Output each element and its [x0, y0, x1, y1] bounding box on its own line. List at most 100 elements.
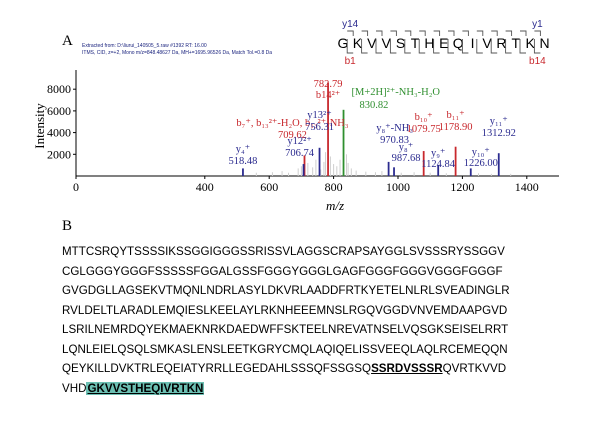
- y-cleavage-mark-5: [419, 30, 426, 36]
- sequence-line-8: VHDGKVVSTHEQIVRTKN: [62, 381, 205, 395]
- y-tick-label-1: 4000: [47, 126, 71, 140]
- peak-mz-label-3: 756.31: [305, 122, 334, 133]
- b-cleavage-mark-1: [361, 39, 368, 54]
- residue-2: V: [367, 35, 377, 51]
- x-tick-label-2: 600: [260, 180, 278, 194]
- peak-ion-label-8: b₁₀⁺: [415, 112, 434, 123]
- b-cleavage-mark-3: [389, 39, 397, 54]
- panel-a-label: A: [62, 33, 73, 49]
- annotated-peaks: [242, 82, 500, 176]
- b-cleavage-mark-2: [375, 39, 382, 54]
- y-cleavage-mark-10: [491, 30, 498, 36]
- panel-b-label: B: [62, 218, 73, 234]
- peak-ion-label-2: b₇⁺, b₁₃²⁺-H₂O, b₁₃²⁺-NH₃: [236, 118, 348, 129]
- peak-ion-label-10: b₁₁⁺: [447, 110, 466, 121]
- peak-labels: b14²⁺782.79 [M+2H]²⁺-NH₃-H₂O 830.82 b₇⁺, b₁…: [229, 79, 516, 170]
- b-start-label: b1: [345, 56, 357, 67]
- b-cleavage-mark-8: [461, 39, 469, 54]
- x-axis-label: m/z: [326, 198, 344, 213]
- b-cleavage-mark-0: [346, 39, 354, 54]
- y-cleavage-mark-4: [404, 30, 412, 36]
- peak-ion-label-3: y13²⁺: [307, 110, 332, 121]
- peak-mz-label-4: 706.74: [285, 148, 315, 159]
- y-cleavage-mark-11: [505, 30, 513, 36]
- sequence-line-1: MTTCSRQYTSSSSIKSSGGIGGGSSRISSVLAGGSCRAPS…: [62, 245, 505, 258]
- y-cleavage-mark-13: [534, 30, 541, 36]
- sequence-line-2: CGLGGGYGGGFSSSSSFGGALGSSFGGGYGGGLGAGFGGG…: [62, 264, 503, 278]
- y-start-label: y14: [342, 19, 359, 30]
- residue-10: V: [482, 35, 492, 51]
- peak-mz-label-11: 1226.00: [464, 158, 498, 169]
- peak-mz-label-5: 518.48: [229, 156, 258, 167]
- peak-mz-label-6: 970.83: [380, 135, 409, 146]
- y-tick-label-3: 8000: [47, 82, 71, 96]
- protein-sequence: MTTCSRQYTSSSSIKSSGGIGGGSSRISSVLAGGSCRAPS…: [62, 242, 582, 398]
- y-tick-label-0: 2000: [47, 147, 71, 161]
- x-tick-label-6: 1400: [515, 180, 539, 194]
- residue-3: V: [382, 35, 392, 51]
- b-cleavage-mark-6: [433, 39, 440, 54]
- peak-mz-label-12: 1312.92: [482, 128, 516, 139]
- peak-mz-label-10: 1178.90: [439, 122, 473, 133]
- y-cleavage-mark-8: [462, 30, 469, 36]
- x-tick-label-1: 400: [196, 180, 214, 194]
- sequence-line-6: LQNLEIELQSQLSMKASLENSLEETKGRYCMQLAQIQELI…: [62, 342, 508, 356]
- y-cleavage-mark-12: [520, 30, 527, 36]
- y-cleavage-mark-3: [390, 30, 397, 36]
- b-cleavage-mark-11: [505, 39, 512, 54]
- residue-5: T: [411, 35, 420, 51]
- b-cleavage-mark-12: [519, 39, 526, 54]
- peak-ion-label-9: y₉⁺: [431, 148, 446, 159]
- peak-ion-label-7: y₈⁺: [399, 142, 414, 153]
- x-tick-label-4: 1000: [386, 180, 410, 194]
- b-cleavage-mark-10: [490, 39, 498, 54]
- b-cleavage-mark-5: [418, 39, 426, 54]
- y-tick-label-2: 6000: [47, 104, 71, 118]
- identified-peptide: GKVVSTHEQIVRTKN: [86, 381, 205, 395]
- x-tick-label-3: 800: [325, 180, 343, 194]
- peak-mz-label-1: 830.82: [360, 100, 389, 111]
- y-cleavage-mark-0: [347, 30, 354, 36]
- residue-13: K: [526, 35, 536, 51]
- residue-12: T: [512, 35, 521, 51]
- peak-mz-label-9: 1124.84: [421, 159, 455, 170]
- y-cleavage-mark-9: [476, 30, 484, 36]
- peak-mz-label-8: 1079.75: [407, 124, 441, 135]
- header-line-2: ITMS, CID, z=+2, Mono m/z=848.48627 Da, …: [82, 50, 272, 56]
- sequence-line-5: LSRILNEMRDQYEKMAEKNRKDAEDWFFSKTEELNREVAT…: [62, 323, 509, 336]
- peak-ion-label-4: y12²⁺: [287, 136, 312, 147]
- underlined-motif: SSRDVSSSR: [371, 362, 443, 375]
- peak-mz-label-0: 782.79: [314, 79, 343, 90]
- ms2-spectrum-figure: Extracted from: D:\liurui_140505_5.raw #…: [32, 19, 559, 213]
- peak-mz-label-7: 987.68: [392, 153, 421, 164]
- residue-7: E: [439, 35, 448, 51]
- header-line-1: Extracted from: D:\liurui_140505_5.raw #…: [82, 43, 207, 49]
- residue-11: R: [496, 35, 506, 51]
- b-cleavage-mark-13: [533, 39, 541, 54]
- y-cleavage-mark-1: [361, 30, 369, 36]
- residue-6: H: [424, 35, 434, 51]
- x-tick-label-5: 1200: [450, 180, 474, 194]
- b-cleavage-mark-4: [404, 39, 411, 54]
- b-end-label: b14: [529, 56, 546, 67]
- residue-4: S: [396, 35, 405, 51]
- sequence-line-3: GVGDGLLAGSEKVTMQNLNDRLASYLDKVRLAADDFRTKY…: [62, 284, 510, 297]
- y-cleavage-mark-7: [448, 30, 455, 36]
- b-cleavage-mark-7: [447, 39, 454, 54]
- residue-8: Q: [453, 35, 464, 51]
- y-end-label: y1: [532, 19, 543, 30]
- y-axis-label: Intensity: [32, 103, 47, 149]
- peak-ion-label-5: y₄⁺: [236, 144, 251, 155]
- residue-1: K: [353, 35, 363, 51]
- sequence-line-4: RVLDELTLARADLEMQIESLKEELAYLRKNHEEEMNSLRG…: [62, 303, 508, 317]
- peak-ion-label-12: y₁₁⁺: [490, 116, 509, 127]
- y-cleavage-mark-6: [433, 30, 441, 36]
- peak-ion-label-6: y₈⁺-NH₃: [376, 123, 413, 134]
- y-cleavage-mark-2: [376, 30, 383, 36]
- residue-14: N: [540, 35, 550, 51]
- b-cleavage-mark-9: [476, 39, 483, 54]
- x-tick-label-0: 0: [73, 180, 79, 194]
- background-peaks: [255, 152, 512, 176]
- peak-mz-label-2: 709.62: [278, 130, 307, 141]
